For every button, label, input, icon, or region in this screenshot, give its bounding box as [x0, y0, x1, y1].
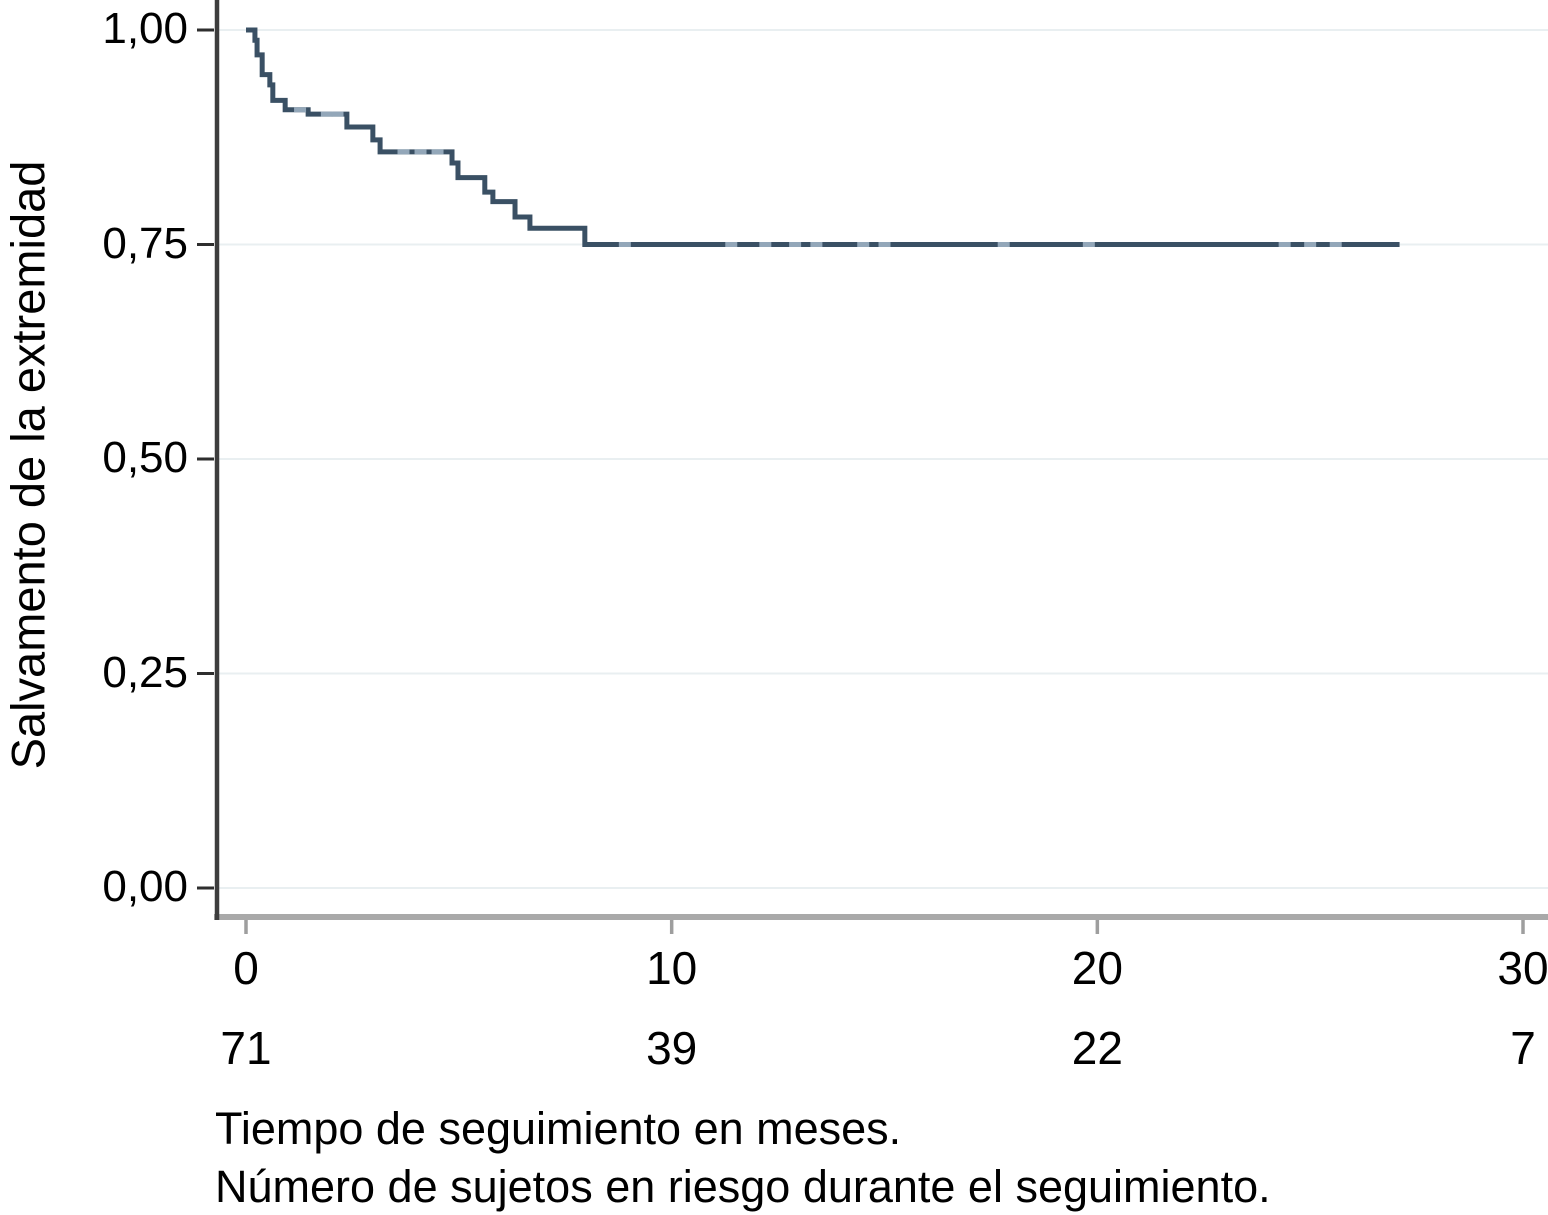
at-risk-count: 39	[646, 1022, 698, 1074]
caption-line-2: Número de sujetos en riesgo durante el s…	[215, 1161, 1271, 1212]
x-tick-label: 30	[1497, 942, 1548, 994]
caption: Tiempo de seguimiento en meses. Número d…	[215, 1100, 1271, 1215]
at-risk-count: 22	[1071, 1022, 1123, 1074]
y-tick-label: 1,00	[102, 4, 188, 53]
y-axis-title: Salvamento de la extremidad	[1, 160, 55, 770]
y-tick-label: 0,25	[102, 647, 188, 697]
at-risk-count: 7	[1510, 1022, 1536, 1074]
survival-curve	[246, 27, 1400, 247]
x-tick-label: 10	[646, 942, 698, 994]
y-tick-label: 0,75	[102, 218, 188, 268]
y-tick-label: 0,00	[102, 862, 188, 911]
at-risk-count: 71	[220, 1022, 272, 1074]
x-tick-label: 20	[1071, 942, 1123, 994]
x-tick-label: 0	[233, 942, 259, 994]
caption-line-1: Tiempo de seguimiento en meses.	[215, 1103, 902, 1154]
y-tick-label: 0,50	[102, 433, 188, 482]
